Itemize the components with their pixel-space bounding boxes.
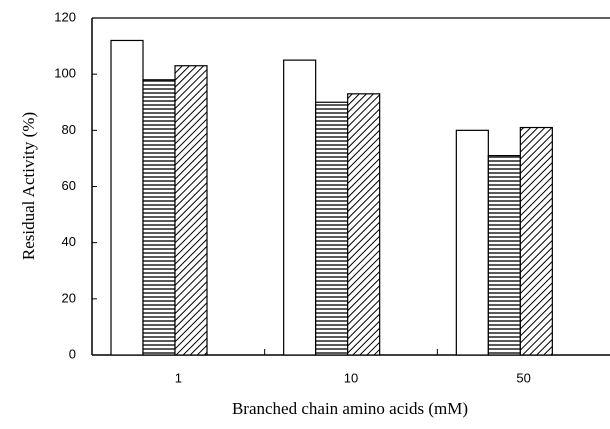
y-tick-label: 120 [54, 9, 76, 24]
bar [519, 126, 553, 356]
bar [315, 101, 349, 356]
y-tick-label: 0 [69, 346, 76, 361]
x-tick-label: 1 [175, 370, 182, 385]
x-tick-label: 50 [516, 370, 530, 385]
bar [110, 39, 144, 356]
x-axis-title: Branched chain amino acids (mM) [232, 399, 468, 418]
y-tick-label: 40 [62, 234, 76, 249]
y-tick-label: 80 [62, 122, 76, 137]
bar [347, 93, 381, 356]
bar [455, 129, 489, 356]
y-tick-label: 100 [54, 66, 76, 81]
bar [174, 65, 208, 356]
x-tick-label: 10 [344, 370, 358, 385]
y-tick-label: 20 [62, 290, 76, 305]
bar [487, 155, 521, 356]
bar [283, 59, 317, 356]
y-axis-title: Residual Activity (%) [19, 112, 38, 260]
y-tick-label: 60 [62, 178, 76, 193]
bar [142, 79, 176, 356]
